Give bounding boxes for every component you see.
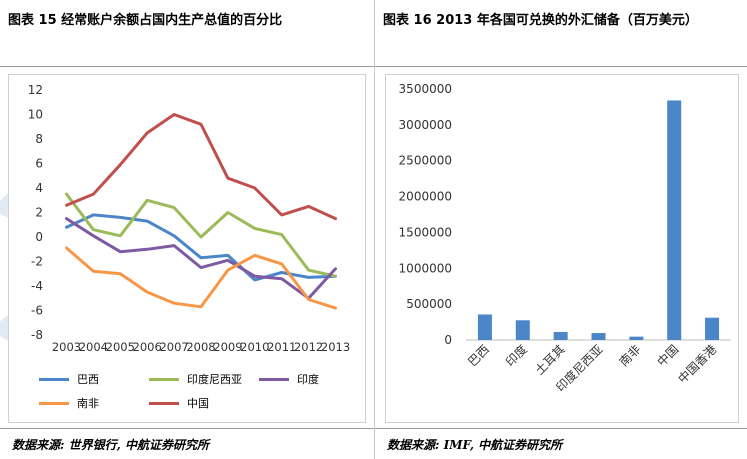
right-panel: 图表 16 2013 年各国可兑换的外汇储备（百万美元） 0 500000 1000… bbox=[375, 0, 747, 459]
y-tick-label: 4 bbox=[35, 181, 43, 195]
y-tick-label: 500000 bbox=[406, 297, 452, 311]
series-line-2 bbox=[65, 217, 337, 300]
legend-swatch bbox=[149, 401, 179, 405]
series-line-4 bbox=[65, 113, 337, 221]
y-tick-label: 8 bbox=[35, 132, 43, 146]
y-tick-label: 2000000 bbox=[399, 190, 452, 204]
x-tick-label: 2011 bbox=[267, 340, 296, 354]
left-bottom-rule bbox=[0, 428, 374, 429]
line-chart-legend: 巴西 印度尼西亚 印度南非 中国 bbox=[9, 363, 365, 418]
y-tick-label: 6 bbox=[35, 157, 43, 171]
right-chart-caption: 图表 16 2013 年各国可兑换的外汇储备（百万美元） bbox=[383, 13, 698, 28]
left-chart-caption: 图表 15 经常账户余额占国内生产总值的百分比 bbox=[8, 13, 283, 28]
legend-swatch bbox=[39, 401, 69, 405]
y-tick-label: 12 bbox=[28, 83, 43, 97]
legend-label: 中国 bbox=[187, 397, 209, 410]
x-tick-label: 2005 bbox=[106, 340, 135, 354]
y-tick-label: 10 bbox=[28, 108, 43, 122]
x-tick-label: 中国香港 bbox=[675, 342, 720, 387]
y-tick-label: 1000000 bbox=[399, 261, 452, 275]
right-source-note: 数据来源: IMF, 中航证券研究所 bbox=[387, 438, 563, 452]
right-top-rule bbox=[375, 66, 747, 67]
x-tick-label: 2006 bbox=[133, 340, 162, 354]
x-tick-label: 2010 bbox=[240, 340, 269, 354]
bar bbox=[629, 336, 644, 340]
y-tick-label: -4 bbox=[31, 279, 43, 293]
x-tick-label: 2012 bbox=[294, 340, 323, 354]
bar bbox=[477, 314, 492, 340]
bar bbox=[705, 317, 720, 340]
left-top-rule bbox=[0, 66, 374, 67]
bar bbox=[553, 331, 568, 340]
series-line-3 bbox=[65, 246, 337, 310]
legend-entry: 印度尼西亚 bbox=[149, 371, 242, 387]
x-tick-label: 2004 bbox=[79, 340, 108, 354]
legend-swatch bbox=[39, 377, 69, 381]
x-tick-label: 2007 bbox=[159, 340, 188, 354]
legend-label: 印度 bbox=[297, 373, 319, 386]
x-tick-label: 2013 bbox=[321, 340, 350, 354]
x-tick-label: 2009 bbox=[213, 340, 242, 354]
legend-swatch bbox=[149, 377, 179, 381]
bar bbox=[515, 320, 530, 340]
right-bottom-rule bbox=[375, 428, 747, 429]
x-tick-label: 中国 bbox=[654, 342, 682, 370]
y-tick-label: -8 bbox=[31, 328, 43, 342]
legend-label: 南非 bbox=[77, 397, 99, 410]
left-panel: 图表 15 经常账户余额占国内生产总值的百分比 -8 -6 -4 -2 0 2 4 6 8 10 1… bbox=[0, 0, 375, 459]
left-source-note: 数据来源: 世界银行, 中航证券研究所 bbox=[12, 438, 209, 452]
y-tick-label: 1500000 bbox=[399, 225, 452, 239]
x-tick-label: 南非 bbox=[616, 342, 644, 370]
legend-entry: 巴西 bbox=[39, 371, 99, 387]
x-tick-label: 印度 bbox=[502, 342, 530, 370]
bar bbox=[667, 100, 682, 340]
y-tick-label: 3000000 bbox=[399, 118, 452, 132]
bar-chart-frame: 0 500000 1000000 1500000 2000000 2500000 30000… bbox=[385, 74, 739, 423]
legend-swatch bbox=[259, 377, 289, 381]
bar bbox=[591, 333, 606, 340]
x-tick-label: 巴西 bbox=[465, 342, 492, 369]
y-tick-label: -2 bbox=[31, 255, 43, 269]
y-tick-label: -6 bbox=[31, 304, 43, 318]
y-tick-label: 2 bbox=[35, 206, 43, 220]
x-tick-label: 2008 bbox=[186, 340, 215, 354]
legend-entry: 印度 bbox=[259, 371, 319, 387]
legend-entry: 中国 bbox=[149, 395, 209, 411]
series-line-1 bbox=[65, 192, 337, 278]
x-tick-label: 土耳其 bbox=[532, 342, 567, 377]
legend-entry: 南非 bbox=[39, 395, 99, 411]
y-tick-label: 2500000 bbox=[399, 154, 452, 168]
line-chart: -8-6-4-202468101220032004200520062007200… bbox=[28, 83, 350, 354]
y-tick-label: 3500000 bbox=[399, 82, 452, 96]
x-tick-label: 2003 bbox=[52, 340, 81, 354]
y-tick-label: 0 bbox=[35, 230, 43, 244]
line-chart-frame: -8 -6 -4 -2 0 2 4 6 8 10 12 2003 2004 2005 2006 2007 200… bbox=[8, 74, 366, 423]
bar-chart: 0 500000 1000000 1500000 2000000 2500000 30000… bbox=[399, 82, 731, 395]
legend-label: 印度尼西亚 bbox=[187, 373, 242, 386]
series-line-0 bbox=[65, 213, 337, 282]
legend-label: 巴西 bbox=[77, 373, 99, 386]
y-tick-label: 0 bbox=[444, 333, 452, 347]
